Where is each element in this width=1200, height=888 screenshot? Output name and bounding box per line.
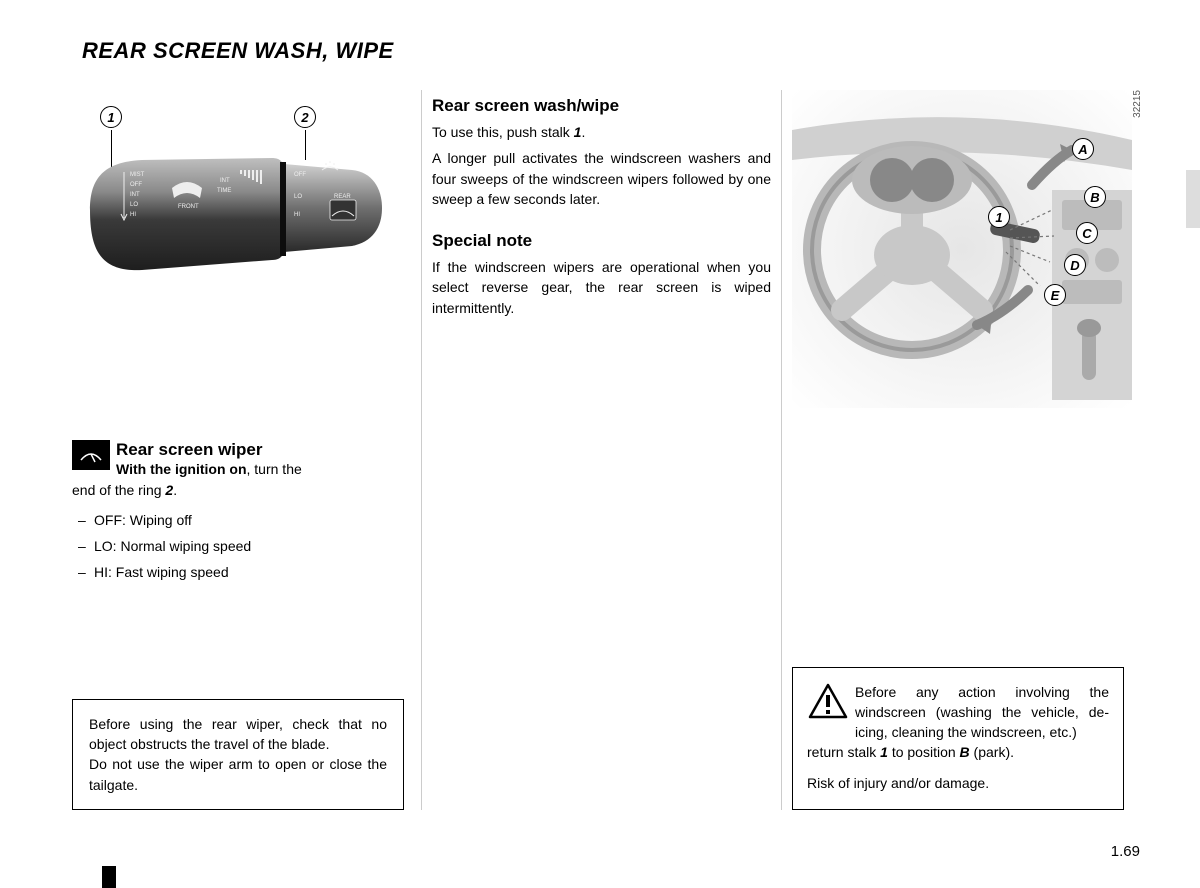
content-columns: 1 2	[62, 90, 1142, 820]
stalk-label-int: INT	[130, 192, 140, 198]
wash-wipe-p2: A longer pull activates the windscreen w…	[432, 148, 771, 209]
wash-wipe-heading: Rear screen wash/wipe	[432, 96, 771, 116]
list-item: OFF: Wiping off	[72, 512, 411, 528]
rear-wiper-subtitle-line1: With the ignition on, turn the	[116, 460, 386, 479]
rear-wiper-subtitle-line2: end of the ring 2.	[72, 481, 411, 500]
footer-black-tab	[102, 866, 116, 888]
special-note-heading: Special note	[432, 231, 771, 251]
stalk-label-time: TIME	[217, 188, 231, 194]
callout-2: 2	[294, 106, 316, 128]
list-item: HI: Fast wiping speed	[72, 564, 411, 580]
dash-callout-A: A	[1072, 138, 1094, 160]
column-1: 1 2	[62, 90, 421, 820]
dash-callout-B: B	[1084, 186, 1106, 208]
page-title: REAR SCREEN WASH, WIPE	[82, 38, 394, 64]
image-code: 32215	[1132, 90, 1143, 118]
stalk-label-hi2: HI	[294, 212, 300, 218]
rear-wiper-section: Rear screen wiper With the ignition on, …	[72, 440, 411, 580]
rear-wiper-icon	[72, 440, 110, 470]
warning-text-bottom: return stalk 1 to position B (park).	[807, 742, 1109, 762]
caution-text-2: Do not use the wiper arm to open or clos…	[89, 754, 387, 795]
stalk-label-lo: LO	[130, 202, 138, 208]
stalk-label-int2: INT	[220, 178, 230, 184]
wiper-mode-list: OFF: Wiping off LO: Normal wiping speed …	[72, 512, 411, 580]
stalk-label-hi: HI	[130, 212, 136, 218]
dash-callout-E: E	[1044, 284, 1066, 306]
warning-risk: Risk of injury and/or damage.	[807, 773, 1109, 793]
warning-text-top: Before any action involving the windscre…	[855, 682, 1109, 743]
page-number: 1.69	[1111, 843, 1140, 860]
callout-1: 1	[100, 106, 122, 128]
column-2: Rear screen wash/wipe To use this, push …	[422, 90, 781, 820]
special-note-p: If the windscreen wipers are opera­tiona…	[432, 257, 771, 318]
wiper-stalk-illustration: MIST OFF INT LO HI FRONT INT TIME	[72, 140, 402, 310]
warning-icon	[807, 682, 855, 743]
stalk-label-off2: OFF	[294, 172, 306, 178]
caution-text-1: Before using the rear wiper, check that …	[89, 714, 387, 755]
wash-wipe-p1: To use this, push stalk 1.	[432, 122, 771, 142]
stalk-label-mist: MIST	[130, 172, 145, 178]
stalk-label-off: OFF	[130, 182, 142, 188]
dash-callout-D: D	[1064, 254, 1086, 276]
dashboard-figure: 32215	[792, 90, 1132, 410]
stalk-label-front: FRONT	[178, 204, 199, 210]
column-3: 32215	[782, 90, 1142, 820]
dash-callout-C: C	[1076, 222, 1098, 244]
thumb-index-tab	[1186, 170, 1200, 228]
list-item: LO: Normal wiping speed	[72, 538, 411, 554]
rear-wiper-title: Rear screen wiper	[116, 440, 386, 460]
warning-box-col3: Before any action involving the windscre…	[792, 667, 1124, 810]
caution-box-col1: Before using the rear wiper, check that …	[72, 699, 404, 810]
stalk-label-lo2: LO	[294, 194, 302, 200]
dash-callout-1: 1	[988, 206, 1010, 228]
stalk-label-rear: REAR	[334, 194, 351, 200]
stalk-figure: 1 2	[72, 100, 411, 330]
